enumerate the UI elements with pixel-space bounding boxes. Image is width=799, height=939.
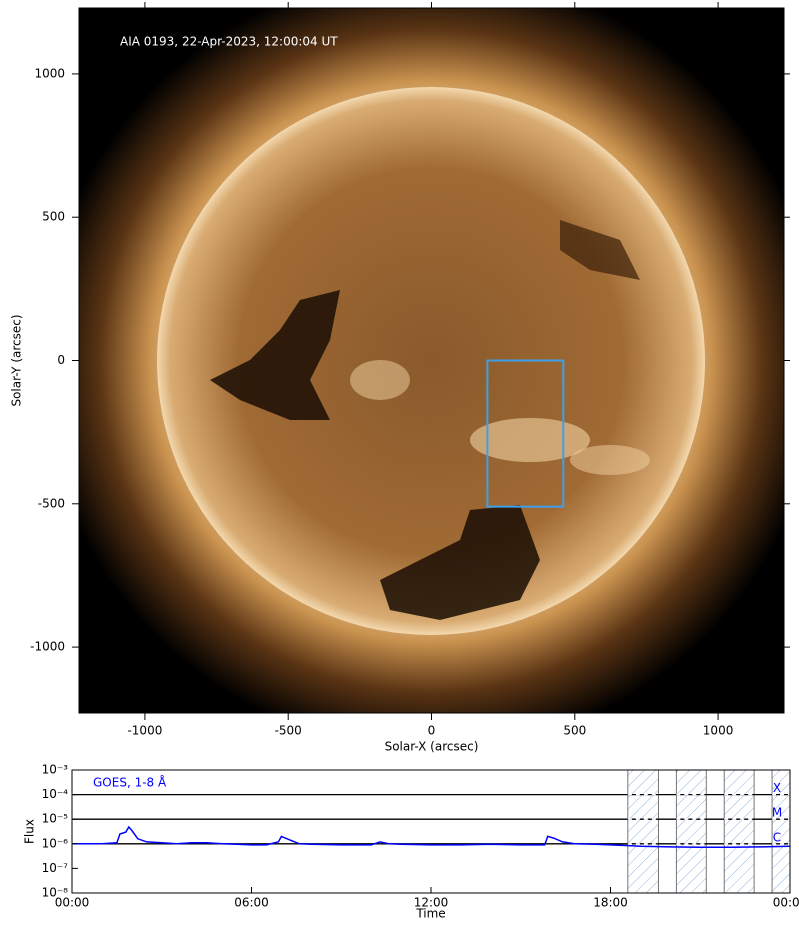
- x-tick-label: -500: [275, 724, 302, 738]
- shaded-interval: [723, 769, 755, 894]
- y-tick-label: 10⁻⁵: [42, 812, 69, 826]
- y-tick-label: 10⁻⁷: [42, 861, 69, 875]
- x-tick-label: 500: [563, 724, 586, 738]
- x-tick-label: 12:00: [414, 896, 449, 910]
- series-label: GOES, 1-8 Å: [93, 775, 167, 790]
- x-axis-label: Solar-X (arcsec): [385, 740, 479, 754]
- flare-level-label: C: [773, 830, 781, 844]
- y-tick-label: -1000: [30, 640, 65, 654]
- solar-image: [79, 8, 784, 713]
- x-tick-label: -1000: [127, 724, 162, 738]
- x-tick-label: 00:00: [55, 896, 90, 910]
- y-tick-label: 0: [57, 353, 65, 367]
- y-axis-label: Flux: [23, 819, 37, 844]
- y-tick-label: 1000: [34, 66, 65, 80]
- image-title: AIA 0193, 22-Apr-2023, 12:00:04 UT: [120, 35, 338, 49]
- y-tick-label: 10⁻⁶: [42, 836, 69, 850]
- x-axis-label: Time: [415, 907, 445, 921]
- y-tick-label: 10⁻⁴: [42, 787, 69, 801]
- flare-level-label: X: [773, 781, 781, 795]
- x-tick-label: 18:00: [593, 896, 628, 910]
- y-tick-label: 10⁻⁸: [42, 886, 69, 900]
- x-tick-label: 00:00: [773, 896, 799, 910]
- y-tick-label: 10⁻³: [42, 763, 69, 777]
- shaded-interval: [675, 769, 707, 894]
- y-tick-label: -500: [38, 496, 65, 510]
- y-tick-label: 500: [42, 210, 65, 224]
- shaded-interval: [627, 769, 659, 894]
- x-tick-label: 0: [428, 724, 436, 738]
- flux-line: [72, 825, 791, 849]
- x-tick-label: 06:00: [234, 896, 269, 910]
- flare-level-label: M: [772, 806, 782, 820]
- region-box: [486, 359, 565, 508]
- x-tick-label: 1000: [703, 724, 734, 738]
- y-axis-label: Solar-Y (arcsec): [10, 314, 24, 406]
